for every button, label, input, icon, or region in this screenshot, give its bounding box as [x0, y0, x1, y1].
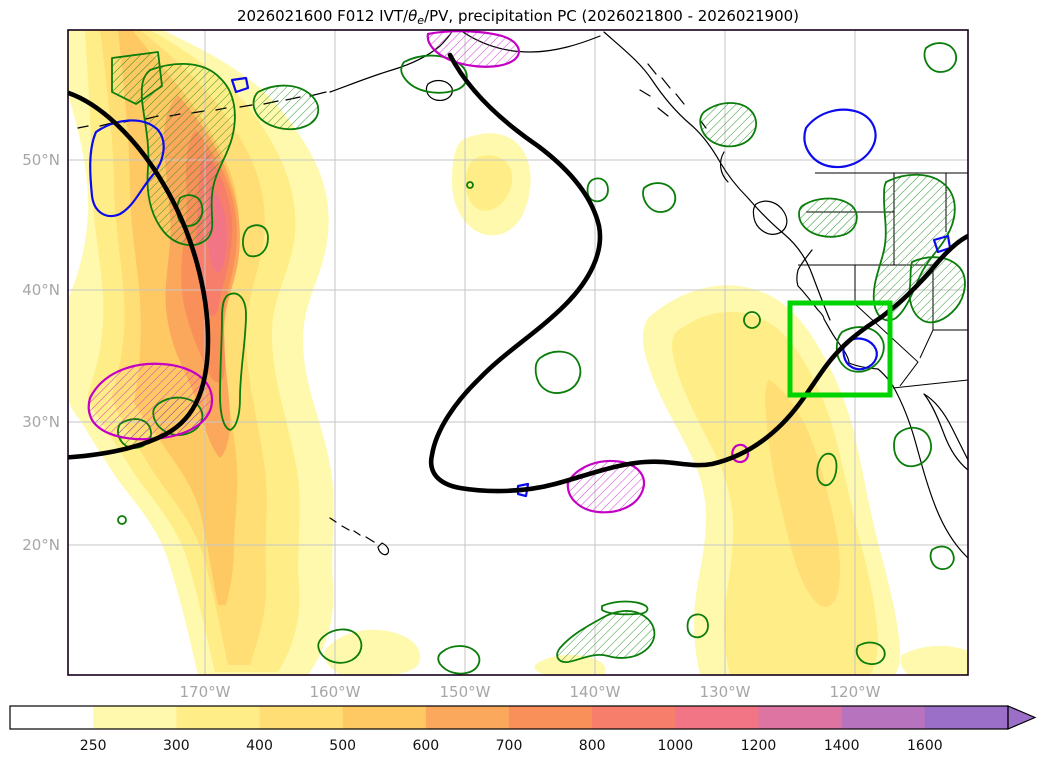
green-contour	[923, 42, 957, 73]
green-contour	[872, 173, 956, 322]
map-area	[68, 30, 968, 675]
x-tick-label: 150°W	[440, 683, 491, 701]
green-contour	[929, 545, 955, 570]
green-contour	[908, 256, 966, 324]
green-contour	[855, 641, 886, 665]
x-tick-label: 160°W	[310, 683, 361, 701]
colorbar-tick-label: 1200	[741, 738, 777, 754]
blue-contour	[842, 337, 878, 371]
colorbar-tick-label: 250	[80, 738, 107, 754]
colorbar-tick-label: 500	[329, 738, 356, 754]
green-contour	[252, 84, 320, 130]
ivt-bottom-patch-2	[534, 654, 606, 675]
colorbar-tick-label: 700	[496, 738, 523, 754]
gulf-of-california	[923, 393, 968, 471]
kodiak-island	[425, 79, 453, 101]
colorbar-extend-arrow	[1007, 705, 1037, 730]
ivt-california-plume-400	[765, 379, 841, 607]
ivt-patch-150w-300	[465, 155, 513, 211]
colorbar: 250 300 400 500 600 700 800 1000 1200 1400 1600	[9, 705, 1037, 754]
green-contour	[437, 645, 481, 675]
green-contour	[601, 600, 649, 616]
blue-contour	[89, 119, 165, 218]
green-contour	[699, 102, 757, 148]
colorbar-segment-6	[509, 706, 593, 729]
alexander-archipelago	[639, 63, 707, 129]
colorbar-tick-label: 800	[579, 738, 606, 754]
colorbar-segment-7	[592, 706, 676, 729]
y-tick-label: 20°N	[22, 536, 60, 554]
green-contour	[556, 610, 656, 663]
blue-contour	[803, 108, 877, 169]
x-tick-label: 130°W	[700, 683, 751, 701]
green-contour	[242, 224, 269, 258]
plot-frame	[67, 29, 969, 676]
green-contour	[317, 628, 363, 664]
ivt-bottom-patch-3	[900, 645, 968, 675]
southeast-alaska-bc-coast	[603, 31, 831, 321]
colorbar-segment-2	[176, 706, 260, 729]
colorbar-tick-label: 1000	[658, 738, 694, 754]
colorbar-segment-8	[675, 706, 759, 729]
colorbar-tick-label: 600	[412, 738, 439, 754]
colorbar-segment-1	[93, 706, 177, 729]
colorbar-segment-0	[10, 706, 94, 729]
colorbar-tick-label: 300	[163, 738, 190, 754]
baja-california-outer	[892, 385, 968, 559]
y-tick-label: 30°N	[22, 413, 60, 431]
colorbar-tick-label: 1400	[824, 738, 860, 754]
haida-gwaii	[719, 151, 729, 183]
green-contour	[743, 311, 761, 329]
colorbar-tick-label: 1600	[907, 738, 943, 754]
border-nv-az	[919, 329, 934, 359]
green-contour	[219, 292, 247, 431]
colorbar-segment-11	[924, 706, 1009, 729]
colorbar-segment-5	[425, 706, 510, 729]
colorbar-outline	[9, 705, 1009, 730]
x-tick-label: 120°W	[830, 683, 881, 701]
pv-theta-e-contour	[68, 52, 968, 494]
colorbar-segment-3	[259, 706, 344, 729]
colorbar-tick-label: 400	[246, 738, 273, 754]
colorbar-labels: 250 300 400 500 600 700 800 1000 1200 1400 1600	[80, 738, 943, 754]
green-contour	[534, 350, 582, 394]
black-contour-west	[68, 90, 211, 460]
y-axis-tick-labels: 50°N 40°N 30°N 20°N	[22, 151, 60, 554]
vancouver-island	[752, 200, 788, 235]
green-contour	[140, 63, 236, 246]
green-contour	[686, 613, 709, 639]
green-contour	[466, 181, 474, 189]
green-contour	[893, 426, 932, 468]
green-contour	[117, 515, 127, 525]
x-tick-label: 170°W	[180, 683, 231, 701]
magenta-contour	[731, 443, 750, 464]
y-tick-label: 50°N	[22, 151, 60, 169]
ivt-bottom-patch-1	[324, 629, 421, 675]
ivt-filled-contours	[68, 30, 968, 675]
figure-title: 2026021600 F012 IVT/θe/PV, precipitation…	[237, 7, 799, 27]
colorbar-segment-4	[342, 706, 427, 729]
x-tick-label: 140°W	[570, 683, 621, 701]
green-contour	[586, 177, 609, 203]
highlight-box	[787, 300, 893, 398]
green-contour	[816, 452, 838, 487]
border-us-mexico	[892, 379, 968, 389]
hawaiian-islands	[329, 517, 390, 556]
colorbar-segment-9	[758, 706, 843, 729]
y-tick-label: 40°N	[22, 281, 60, 299]
border-ca-nv	[854, 265, 919, 387]
black-contour-main	[428, 52, 968, 494]
green-contour	[798, 197, 858, 238]
x-axis-tick-labels: 170°W 160°W 150°W 140°W 130°W 120°W	[180, 683, 881, 701]
colorbar-segments	[9, 705, 1037, 730]
colorbar-segment-10	[841, 706, 926, 729]
green-contour	[642, 182, 677, 213]
blue-contour	[230, 76, 250, 94]
